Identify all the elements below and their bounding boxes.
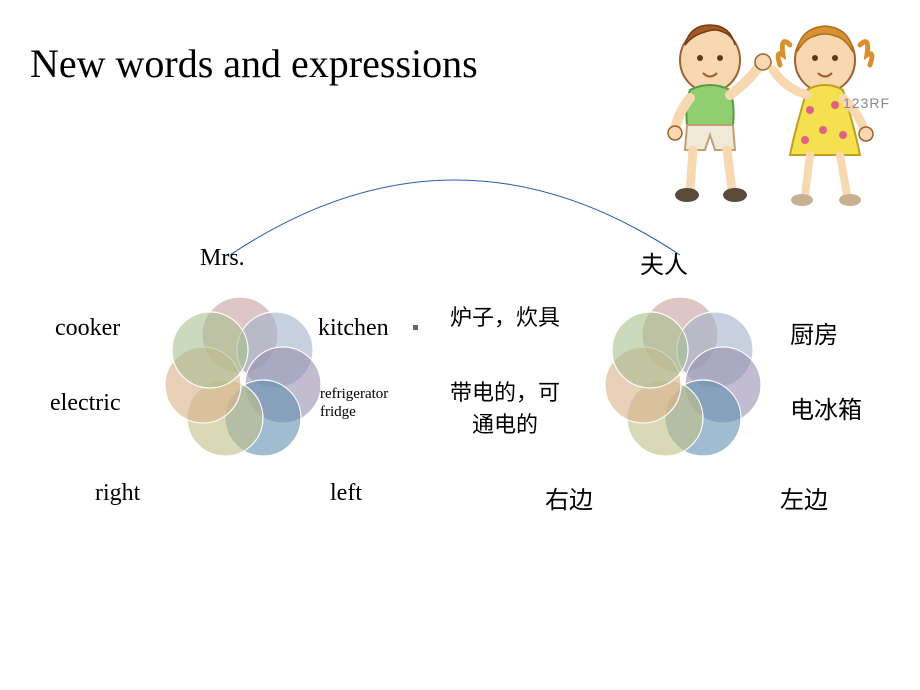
- word-refrig-zh: 电冰箱: [790, 390, 862, 425]
- slide-title: New words and expressions: [30, 40, 478, 87]
- word-mrs-zh: 夫人: [640, 245, 688, 280]
- word-left-en: left: [330, 480, 362, 507]
- word-mrs-en: Mrs.: [200, 245, 245, 272]
- petal: [172, 312, 248, 388]
- girl-icon: [773, 26, 873, 206]
- word-electric-zh: 带电的，可通电的: [445, 375, 565, 439]
- arc-path: [230, 180, 680, 255]
- watermark-text: 123RF: [843, 95, 890, 111]
- word-kitchen-en: kitchen: [318, 315, 389, 342]
- petal: [612, 312, 688, 388]
- flower-right: [595, 290, 765, 460]
- word-left-zh: 左边: [780, 480, 828, 515]
- word-right-zh: 右边: [545, 480, 593, 515]
- word-cooker-en: cooker: [55, 315, 120, 342]
- center-dot: [413, 325, 418, 330]
- word-refrig-en: refrigerator fridge: [320, 385, 415, 421]
- word-electric-en: electric: [50, 390, 121, 417]
- flower-left: [155, 290, 325, 460]
- word-cooker-zh: 炉子，炊具: [450, 300, 560, 332]
- word-right-en: right: [95, 480, 140, 507]
- word-kitchen-zh: 厨房: [790, 315, 838, 350]
